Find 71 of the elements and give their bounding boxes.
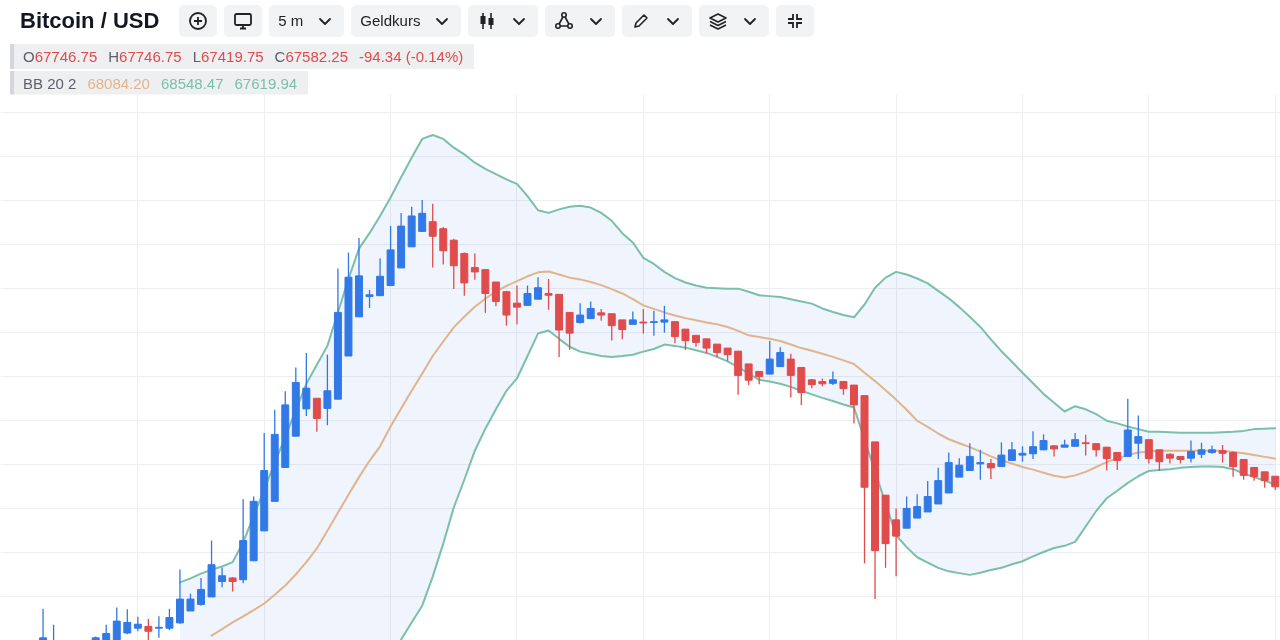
candlestick	[1134, 414, 1143, 460]
candlestick	[312, 397, 321, 433]
button-interval-dropdown: 5 m	[269, 5, 345, 37]
candlestick	[660, 305, 669, 334]
candlestick	[123, 608, 132, 635]
candlestick	[218, 567, 227, 588]
text: 68548.47	[160, 75, 224, 92]
candlestick	[428, 202, 437, 269]
candlestick	[1229, 450, 1238, 478]
text: C67582.25	[274, 48, 349, 65]
candlestick	[1155, 449, 1164, 472]
candlestick	[828, 370, 837, 386]
candlestick	[165, 608, 174, 631]
candlestick	[544, 278, 553, 311]
candlestick	[1239, 458, 1248, 481]
candlestick	[786, 353, 795, 399]
candlestick	[618, 319, 627, 340]
text: 67619.94	[234, 75, 298, 92]
chart-title: Bitcoin / USD	[20, 7, 160, 36]
candlestick	[1187, 439, 1195, 464]
candlestick	[923, 480, 932, 513]
candlestick	[1144, 439, 1153, 465]
candlestick	[934, 467, 943, 505]
candlestick	[744, 363, 753, 386]
candlestick	[112, 606, 121, 640]
candlestick	[39, 608, 48, 640]
text: BB 20 2	[23, 75, 77, 92]
text: H67746.75	[108, 48, 182, 65]
candlestick	[986, 458, 995, 480]
text: -94.34 (-0.14%)	[359, 48, 464, 65]
candlestick	[607, 313, 616, 342]
candlestick	[154, 615, 163, 639]
candlestick	[418, 199, 427, 233]
candlestick	[175, 568, 184, 625]
candlestick	[512, 284, 521, 325]
candlestick	[997, 441, 1006, 468]
candlestick	[955, 457, 964, 478]
text: O67746.75	[23, 48, 98, 65]
candlestick	[470, 252, 479, 281]
candlestick	[491, 281, 500, 307]
candlestick	[649, 310, 658, 337]
candlestick	[365, 289, 374, 309]
candlestick	[902, 495, 911, 529]
candlestick	[965, 442, 974, 472]
candlestick	[776, 346, 785, 368]
candlestick	[565, 311, 574, 351]
candlestick	[534, 276, 542, 300]
candlestick	[197, 577, 205, 607]
candlestick	[302, 352, 311, 417]
button-price-source-dropdown: Geldkurs	[351, 5, 462, 37]
candlestick	[850, 384, 858, 425]
candlestick	[144, 618, 153, 640]
candlestick	[681, 328, 690, 351]
candlestick	[670, 321, 679, 344]
candlestick	[376, 257, 385, 297]
candlestick	[892, 507, 901, 577]
candlestick	[1029, 430, 1037, 460]
candlestick	[1102, 446, 1111, 472]
text: L67419.75	[192, 48, 264, 65]
candlestick	[976, 449, 985, 481]
candlestick	[1081, 434, 1090, 457]
candlestick	[1007, 441, 1016, 462]
candlestick	[481, 269, 490, 314]
candlestick	[523, 284, 532, 307]
candlestick	[913, 493, 922, 519]
candlestick	[502, 290, 511, 327]
text: 68084.20	[87, 75, 150, 92]
candlestick	[323, 354, 332, 426]
candlestick	[765, 340, 774, 375]
candlestick	[639, 308, 648, 335]
candlestick	[439, 226, 448, 266]
